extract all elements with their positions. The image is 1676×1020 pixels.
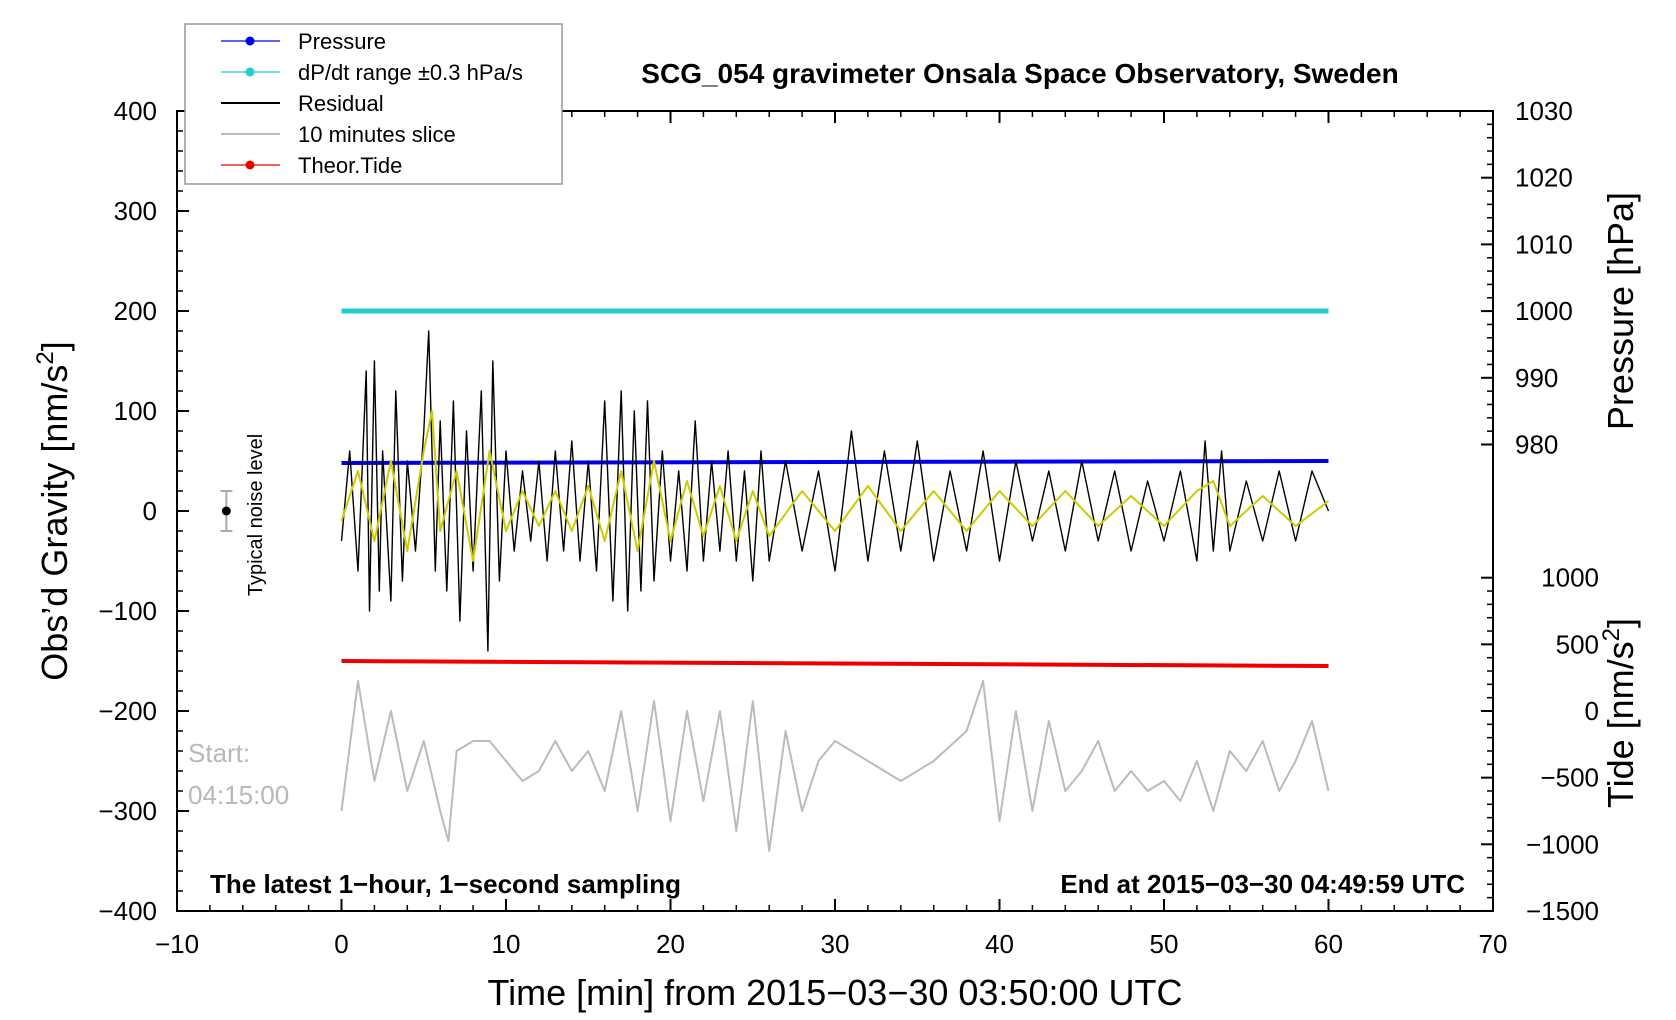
noise-point: [221, 506, 231, 516]
x-tick-label: 60: [1314, 929, 1343, 959]
noise-label: Typical noise level: [245, 434, 267, 596]
y-axis-title-exp: 2: [32, 351, 59, 364]
tide-axis-title: Tide [nm/s2]: [1598, 618, 1641, 808]
start-time: 04:15:00: [188, 780, 289, 810]
legend-swatch-marker: [245, 36, 255, 46]
tide-tick-label: −500: [1540, 763, 1599, 793]
tide-tick-label: 500: [1556, 629, 1599, 659]
tide-tick-label: −1000: [1526, 829, 1599, 859]
tide-axis-title-end: ]: [1600, 618, 1641, 628]
pressure-tick-label: 990: [1515, 363, 1558, 393]
x-tick-label: 30: [821, 929, 850, 959]
legend-label: Pressure: [298, 29, 386, 54]
legend-label: 10 minutes slice: [298, 122, 456, 147]
legend-box: [184, 23, 563, 185]
y-tick-label: −300: [98, 796, 157, 826]
end-time-note: End at 2015−03−30 04:49:59 UTC: [1060, 869, 1465, 899]
x-ticks: −10 0 10 20 30 40 50 60 70: [155, 111, 1508, 959]
x-tick-label: 40: [985, 929, 1014, 959]
y-tick-label: 100: [114, 396, 157, 426]
tide-tick-label: 0: [1585, 696, 1599, 726]
pressure-tick-label: 1010: [1515, 229, 1573, 259]
tide-tick-label: 1000: [1541, 563, 1599, 593]
x-tick-label: 70: [1479, 929, 1508, 959]
tide-ticks: 1000 500 0 −500 −1000 −1500: [1481, 563, 1599, 926]
legend-items: Pressure dP/dt range ±0.3 hPa/s Residual 10…: [221, 29, 523, 178]
y-ticks: 400 300 200 100 0 −100 −200 −300 −400: [98, 96, 189, 926]
y-tick-label: −400: [98, 896, 157, 926]
legend-swatch-marker: [245, 160, 255, 170]
x-tick-label: 0: [334, 929, 348, 959]
pressure-tick-label: 980: [1515, 430, 1558, 460]
series-line-10-minutes-slice: [340, 680, 1330, 852]
legend-swatch-marker: [245, 67, 255, 77]
y-axis-title-end: ]: [34, 341, 75, 351]
legend-label: Residual: [298, 91, 384, 116]
pressure-tick-label: 1020: [1515, 163, 1573, 193]
y-tick-label: 200: [114, 296, 157, 326]
series-line-pressure: [341, 459, 1329, 465]
sampling-note: The latest 1−hour, 1−second sampling: [210, 869, 681, 899]
x-axis-title: Time [min] from 2015−03−30 03:50:00 UTC: [487, 972, 1182, 1013]
series-layer: [340, 308, 1330, 852]
series-line-residual-10-min-filtered: [340, 410, 1330, 562]
y-tick-label: 300: [114, 196, 157, 226]
pressure-ticks: 1030 1020 1010 1000 990 980: [1481, 96, 1573, 460]
pressure-tick-label: 1030: [1515, 96, 1573, 126]
tide-axis-title-exp: 2: [1598, 628, 1625, 641]
legend-label: Theor.Tide: [298, 153, 402, 178]
y-axis-title: Obs’d Gravity [nm/s2]: [32, 341, 75, 680]
tide-tick-label: −1500: [1526, 896, 1599, 926]
series-line-residual: [340, 330, 1330, 652]
noise-indicator: Typical noise level: [220, 434, 267, 596]
x-tick-label: −10: [155, 929, 199, 959]
chart-title: SCG_054 gravimeter Onsala Space Observat…: [641, 58, 1398, 89]
legend: Pressure dP/dt range ±0.3 hPa/s Residual 10…: [184, 23, 563, 185]
y-tick-label: 0: [143, 496, 157, 526]
y-tick-label: −100: [98, 596, 157, 626]
y-tick-label: 400: [114, 96, 157, 126]
series-line-theor-tide: [341, 659, 1329, 668]
tide-axis-title-text: Tide [nm/s: [1600, 641, 1641, 808]
y-axis-title-text: Obs’d Gravity [nm/s: [34, 365, 75, 681]
y-tick-label: −200: [98, 696, 157, 726]
x-tick-label: 50: [1150, 929, 1179, 959]
pressure-axis-title: Pressure [hPa]: [1600, 192, 1641, 430]
x-tick-label: 20: [656, 929, 685, 959]
legend-label: dP/dt range ±0.3 hPa/s: [298, 60, 523, 85]
start-label: Start:: [188, 738, 250, 768]
pressure-tick-label: 1000: [1515, 296, 1573, 326]
x-tick-label: 10: [492, 929, 521, 959]
